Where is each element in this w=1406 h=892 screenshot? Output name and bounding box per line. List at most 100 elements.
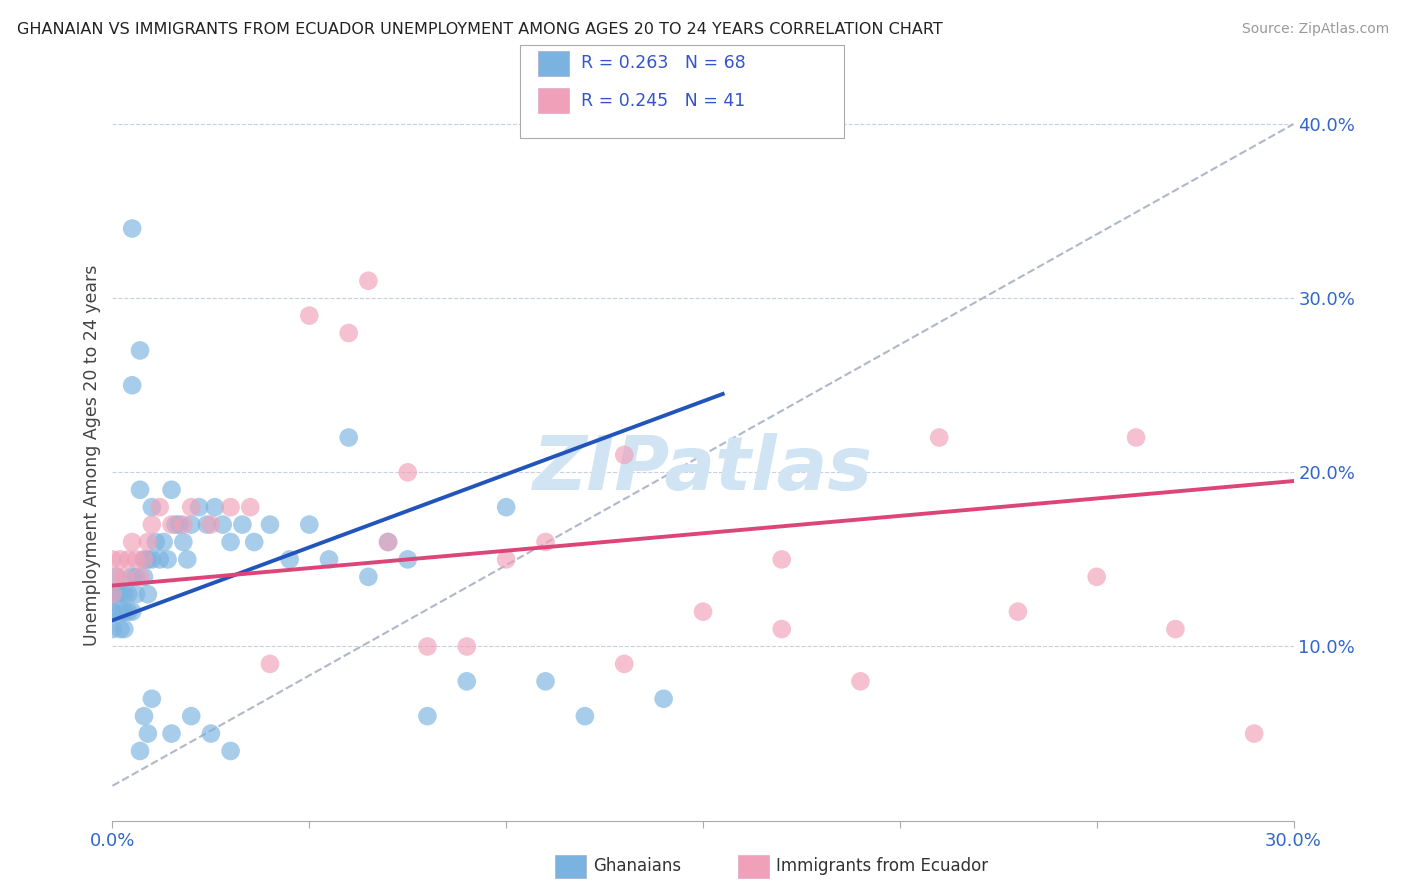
Point xyxy=(200,726,222,740)
Point xyxy=(495,500,517,515)
Point xyxy=(110,622,132,636)
Point xyxy=(169,517,191,532)
Text: ZIPatlas: ZIPatlas xyxy=(533,433,873,506)
Point xyxy=(112,570,135,584)
Point xyxy=(396,552,419,566)
Point xyxy=(1243,726,1265,740)
Point xyxy=(101,605,124,619)
Point xyxy=(396,466,419,480)
Point xyxy=(188,500,211,515)
Point xyxy=(165,517,187,532)
Point xyxy=(101,587,124,601)
Point xyxy=(149,500,172,515)
Point xyxy=(298,309,321,323)
Point xyxy=(172,535,194,549)
Point xyxy=(160,517,183,532)
Point xyxy=(125,587,148,601)
Point xyxy=(105,570,128,584)
Point xyxy=(652,691,675,706)
Point xyxy=(574,709,596,723)
Point xyxy=(101,622,124,636)
Point xyxy=(337,326,360,340)
Point xyxy=(101,605,124,619)
Point xyxy=(180,517,202,532)
Point xyxy=(141,552,163,566)
Point xyxy=(110,605,132,619)
Point xyxy=(1125,430,1147,444)
Point xyxy=(318,552,340,566)
Point xyxy=(132,570,155,584)
Point xyxy=(176,552,198,566)
Point xyxy=(136,535,159,549)
Point xyxy=(219,500,242,515)
Point xyxy=(149,552,172,566)
Point xyxy=(1085,570,1108,584)
Point xyxy=(110,552,132,566)
Point xyxy=(337,430,360,444)
Text: R = 0.245   N = 41: R = 0.245 N = 41 xyxy=(581,92,745,110)
Point xyxy=(156,552,179,566)
Point xyxy=(132,552,155,566)
Point xyxy=(613,448,636,462)
Text: GHANAIAN VS IMMIGRANTS FROM ECUADOR UNEMPLOYMENT AMONG AGES 20 TO 24 YEARS CORRE: GHANAIAN VS IMMIGRANTS FROM ECUADOR UNEM… xyxy=(17,22,942,37)
Point xyxy=(160,483,183,497)
Point xyxy=(101,587,124,601)
Point xyxy=(112,622,135,636)
Point xyxy=(121,221,143,235)
Point xyxy=(770,552,793,566)
Point xyxy=(129,343,152,358)
Point xyxy=(117,552,139,566)
Point xyxy=(278,552,301,566)
Point xyxy=(141,500,163,515)
Point xyxy=(117,587,139,601)
Point xyxy=(105,587,128,601)
Point xyxy=(534,674,557,689)
Point xyxy=(849,674,872,689)
Point xyxy=(259,657,281,671)
Point xyxy=(152,535,174,549)
Point xyxy=(172,517,194,532)
Point xyxy=(243,535,266,549)
Point xyxy=(121,535,143,549)
Text: Immigrants from Ecuador: Immigrants from Ecuador xyxy=(776,857,988,875)
Point xyxy=(129,570,152,584)
Point xyxy=(377,535,399,549)
Point xyxy=(416,640,439,654)
Point xyxy=(195,517,218,532)
Point xyxy=(357,570,380,584)
Point xyxy=(377,535,399,549)
Point xyxy=(200,517,222,532)
Point xyxy=(180,500,202,515)
Point xyxy=(613,657,636,671)
Point xyxy=(141,517,163,532)
Point xyxy=(132,709,155,723)
Point xyxy=(211,517,233,532)
Text: Ghanaians: Ghanaians xyxy=(593,857,682,875)
Point xyxy=(456,640,478,654)
Point xyxy=(928,430,950,444)
Point xyxy=(121,378,143,392)
Point xyxy=(180,709,202,723)
Point xyxy=(219,535,242,549)
Point xyxy=(136,552,159,566)
Point xyxy=(129,744,152,758)
Text: Source: ZipAtlas.com: Source: ZipAtlas.com xyxy=(1241,22,1389,37)
Point xyxy=(101,552,124,566)
Point xyxy=(160,726,183,740)
Point xyxy=(125,552,148,566)
Point xyxy=(136,726,159,740)
Point xyxy=(129,483,152,497)
Point xyxy=(101,587,124,601)
Point xyxy=(117,605,139,619)
Point xyxy=(259,517,281,532)
Point xyxy=(112,605,135,619)
Point xyxy=(298,517,321,532)
Point xyxy=(495,552,517,566)
Point xyxy=(1007,605,1029,619)
Point xyxy=(219,744,242,758)
Point xyxy=(1164,622,1187,636)
Point xyxy=(110,587,132,601)
Point xyxy=(145,535,167,549)
Point xyxy=(534,535,557,549)
Point xyxy=(204,500,226,515)
